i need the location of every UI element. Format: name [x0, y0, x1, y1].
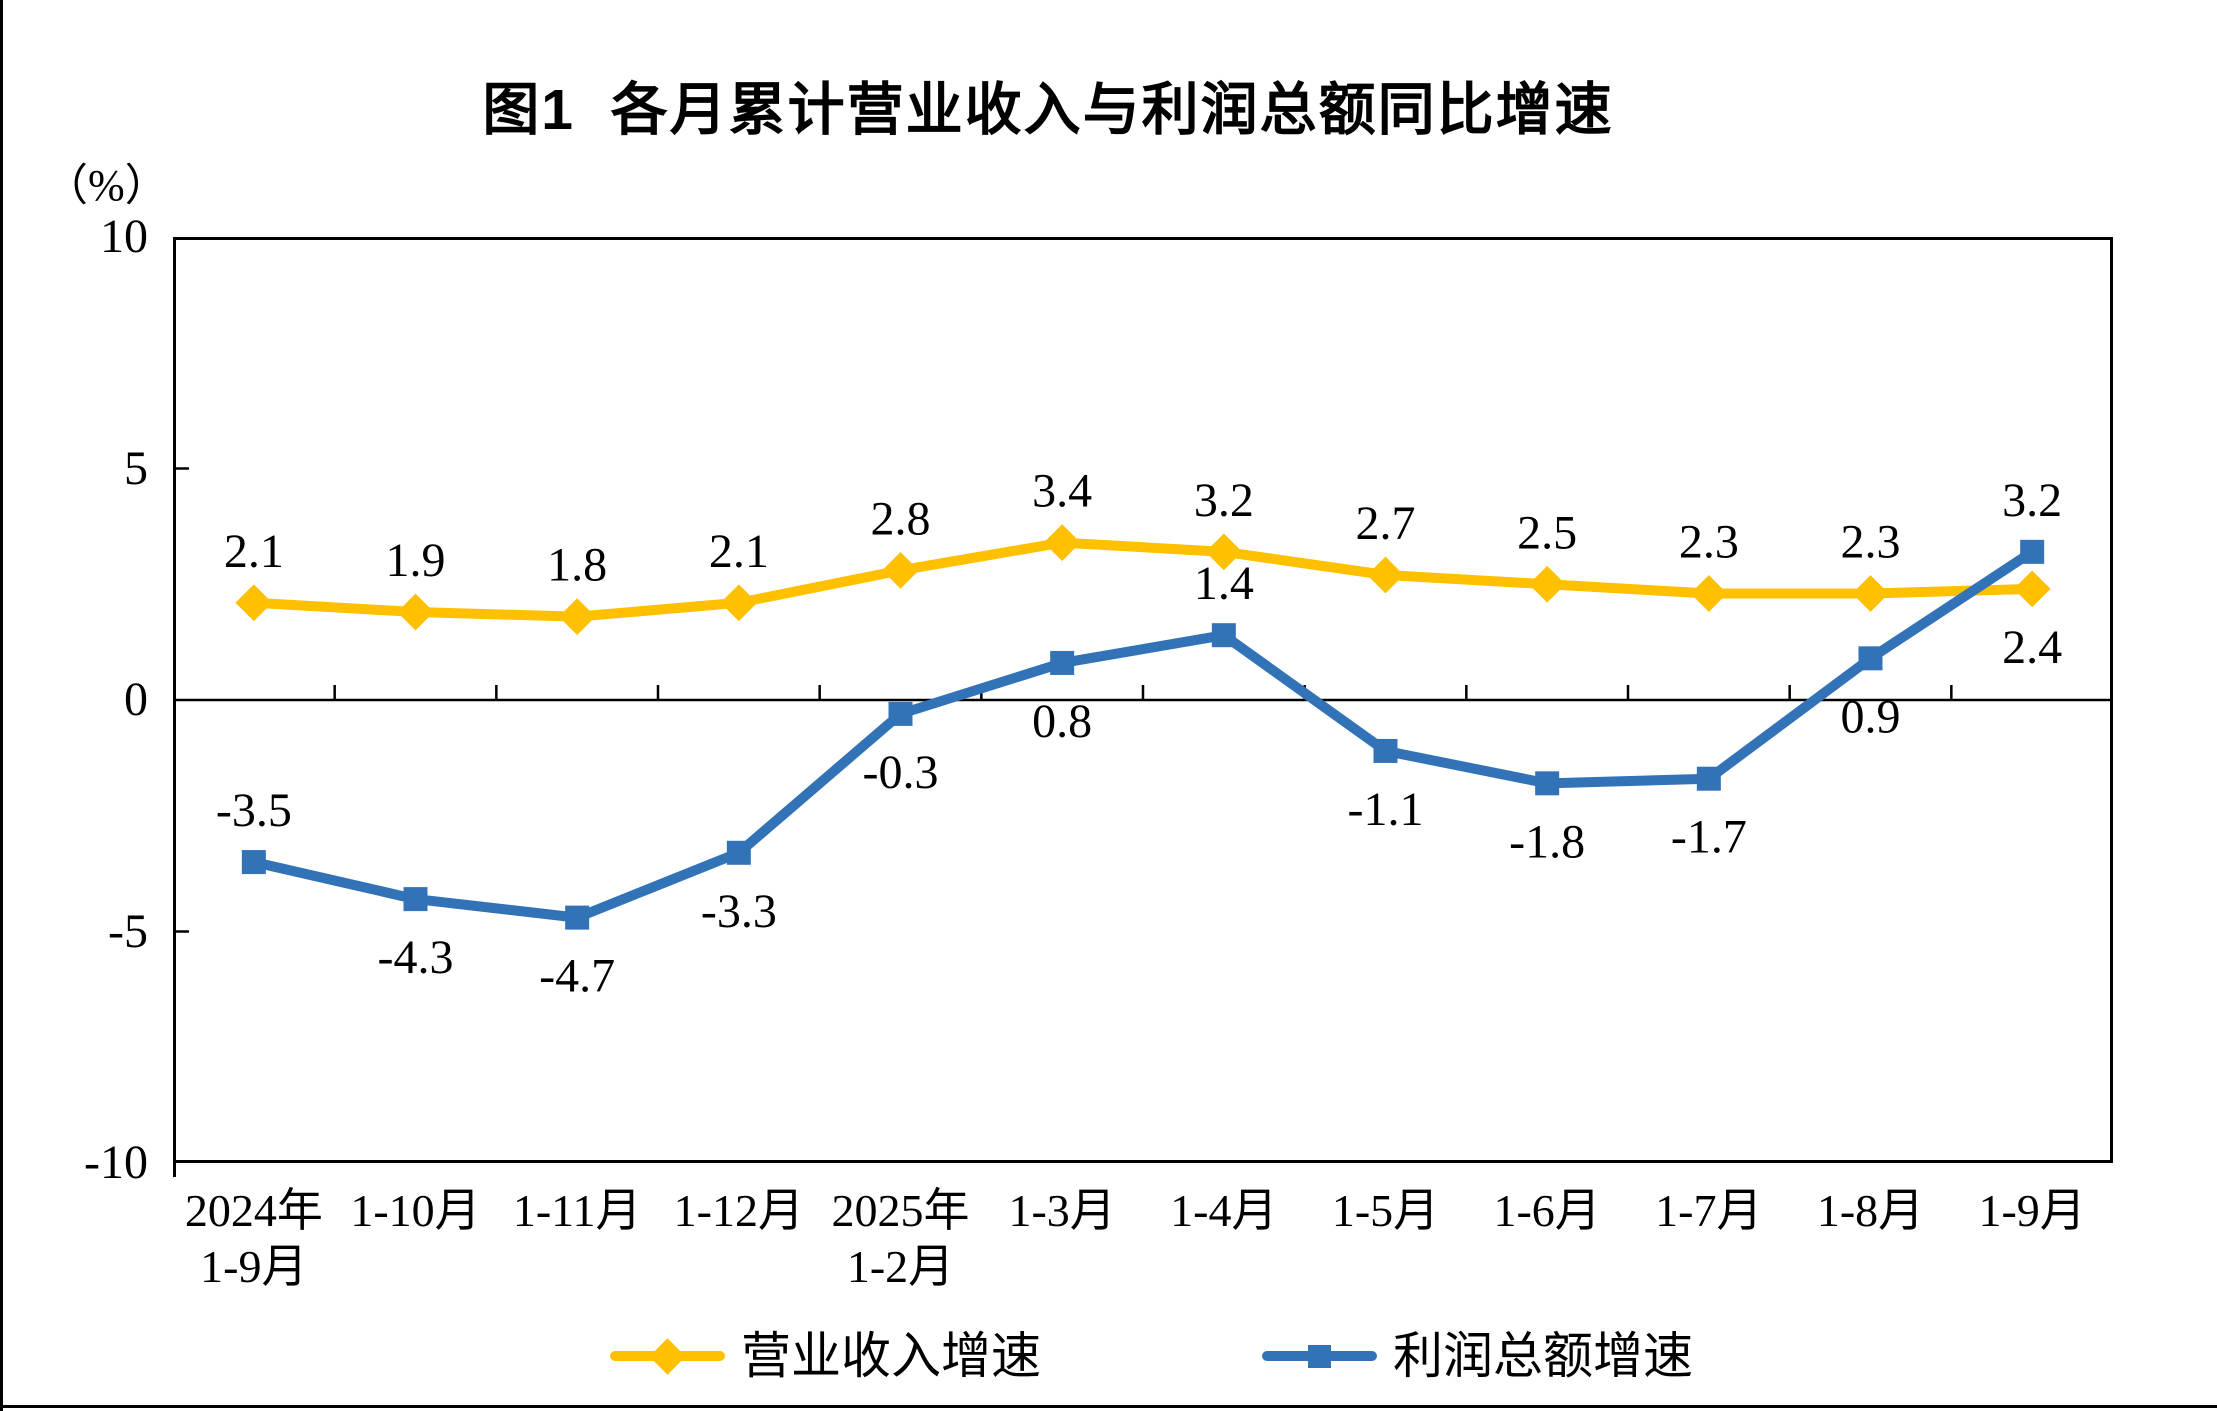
- y-axis-unit-label: （%）: [44, 161, 169, 210]
- data-label: 0.9: [1841, 690, 1901, 743]
- square-marker-icon: [565, 905, 590, 930]
- page-bottom-border: [0, 1405, 2217, 1408]
- data-label: -4.3: [378, 931, 454, 984]
- diamond-marker-icon: [882, 551, 919, 589]
- data-label: 2.1: [224, 525, 284, 578]
- chart-title: 图1 各月累计营业收入与利润总额同比增速: [482, 78, 1614, 142]
- data-label: 2.3: [1841, 516, 1901, 569]
- data-label: 2.5: [1517, 506, 1577, 559]
- data-label: 2.8: [871, 492, 931, 545]
- legend-item-profit: 利润总额增速: [1262, 1326, 1693, 1386]
- square-marker-icon: [1050, 650, 1075, 675]
- data-label: 0.8: [1032, 695, 1092, 748]
- square-marker-icon: [403, 887, 428, 912]
- y-axis-label: 5: [124, 441, 148, 495]
- diamond-marker-icon: [1043, 524, 1081, 561]
- square-marker-icon: [241, 850, 266, 875]
- x-axis-label: 1-8月: [1816, 1185, 1925, 1236]
- square-marker-icon: [1696, 766, 1721, 791]
- data-label: 2.4: [2002, 621, 2062, 674]
- data-label: 3.4: [1032, 465, 1092, 518]
- square-marker-icon: [888, 701, 913, 726]
- data-label: 2.1: [709, 525, 769, 578]
- data-label: 2.7: [1356, 497, 1416, 550]
- x-axis-label: 1-10月: [350, 1185, 481, 1236]
- legend-item-revenue: 营业收入增速: [610, 1326, 1041, 1386]
- diamond-marker-icon: [558, 598, 596, 636]
- data-label: -4.7: [539, 950, 615, 1003]
- x-axis-label: 1-7月: [1655, 1185, 1763, 1236]
- square-marker-icon: [1373, 738, 1398, 763]
- square-marker-icon: [1211, 623, 1236, 648]
- data-label: -1.7: [1671, 811, 1747, 864]
- square-marker-icon: [2020, 539, 2045, 564]
- diamond-marker-icon: [2013, 570, 2051, 608]
- legend-label-profit: 利润总额增速: [1393, 1328, 1693, 1384]
- square-marker-icon: [1535, 771, 1560, 796]
- x-axis-label: 1-9月: [1978, 1185, 2086, 1236]
- data-label: 3.2: [1194, 474, 1254, 527]
- data-label: 1.4: [1194, 557, 1254, 610]
- x-axis-label: 1-3月: [1008, 1185, 1116, 1236]
- data-label: 3.2: [2002, 474, 2062, 527]
- square-marker-icon: [1308, 1345, 1331, 1368]
- x-axis-label: 1-12月: [673, 1185, 804, 1236]
- x-axis-label: 1-11月: [512, 1185, 642, 1236]
- data-label: -0.3: [863, 746, 939, 799]
- page-left-border: [0, 0, 3, 1411]
- revenue-series-swatch: [610, 1326, 725, 1386]
- data-label: -1.1: [1348, 783, 1424, 836]
- diamond-marker-icon: [1367, 556, 1404, 594]
- data-label: 2.3: [1679, 516, 1739, 569]
- diamond-marker-icon: [397, 593, 434, 631]
- diamond-marker-icon: [1205, 533, 1243, 571]
- diamond-marker-icon: [720, 584, 758, 622]
- x-axis-label: 1-6月: [1493, 1185, 1601, 1236]
- data-label: 1.8: [547, 539, 607, 592]
- data-label: 1.9: [386, 534, 446, 587]
- y-axis-label: -5: [108, 904, 148, 958]
- diamond-marker-icon: [1852, 575, 1889, 612]
- diamond-marker-icon: [1690, 575, 1728, 612]
- x-axis-label: 2024年 1-9月: [184, 1185, 323, 1292]
- square-marker-icon: [1858, 646, 1883, 671]
- data-label: -3.3: [701, 885, 777, 938]
- profit-series-swatch: [1262, 1326, 1377, 1386]
- plot-area: 2.1 1.9 1.8 2.1 2.8 3.4 3.2 2.7 2.5 2.3 2.3 2.4 -3.5…: [173, 237, 2113, 1177]
- diamond-marker-icon: [235, 584, 273, 622]
- diamond-marker-icon: [649, 1338, 686, 1375]
- y-axis-label: 0: [124, 673, 148, 726]
- x-axis-label: 2025年 1-2月: [831, 1185, 970, 1292]
- data-label: -1.8: [1509, 815, 1585, 868]
- data-label: -3.5: [216, 784, 292, 837]
- y-axis-label: 10: [100, 210, 148, 263]
- x-axis-label: 1-5月: [1331, 1185, 1440, 1236]
- x-axis-label: 1-4月: [1170, 1185, 1278, 1236]
- diamond-marker-icon: [1528, 565, 1566, 603]
- square-marker-icon: [726, 840, 751, 865]
- series-line-profit: [248, 546, 2038, 923]
- y-axis-label: -10: [84, 1136, 148, 1189]
- series-line-revenue: [248, 537, 2038, 622]
- legend-label-revenue: 营业收入增速: [741, 1328, 1041, 1384]
